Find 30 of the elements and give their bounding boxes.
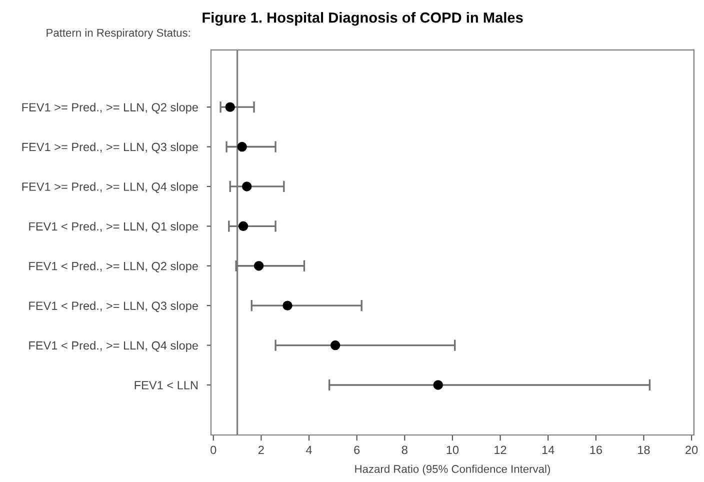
x-tick-label: 2 <box>258 446 264 454</box>
y-axis-title: Pattern in Respiratory Status: <box>46 28 190 39</box>
point <box>237 142 247 152</box>
point <box>242 182 252 192</box>
chart-title: Figure 1. Hospital Diagnosis of COPD in Males <box>202 12 523 26</box>
point <box>282 300 292 310</box>
y-tick-label: FEV1 < Pred., >= LLN, Q3 slope <box>29 301 198 312</box>
y-tick-label: FEV1 < Pred., >= LLN, Q4 slope <box>29 341 198 352</box>
x-tick-label: 14 <box>542 446 554 454</box>
point <box>433 380 443 390</box>
x-tick-label: 6 <box>354 446 360 454</box>
point <box>330 340 340 350</box>
y-tick-label: FEV1 >= Pred., >= LLN, Q3 slope <box>22 142 198 154</box>
y-tick-label: FEV1 >= Pred., >= LLN, Q4 slope <box>22 182 198 194</box>
x-tick-label: 10 <box>446 446 459 454</box>
point <box>254 261 264 271</box>
x-tick-label: 12 <box>494 446 506 454</box>
y-tick-label: FEV1 >= Pred., >= LLN, Q2 slope <box>22 102 198 114</box>
x-tick-label: 18 <box>638 446 650 454</box>
x-tick-label: 16 <box>590 446 602 454</box>
x-tick-label: 8 <box>402 446 408 454</box>
x-tick-label: 20 <box>686 446 698 454</box>
x-tick-label: 0 <box>210 446 216 454</box>
x-tick-label: 4 <box>306 446 312 454</box>
y-tick-label: FEV1 < Pred., >= LLN, Q1 slope <box>29 222 198 233</box>
point <box>238 221 248 232</box>
point <box>225 102 235 112</box>
x-axis-title: Hazard Ratio (95% Confidence Interval) <box>355 464 550 476</box>
y-tick-label: FEV1 < Pred., >= LLN, Q2 slope <box>29 262 198 273</box>
y-tick-label: FEV1 < LLN <box>134 381 198 390</box>
